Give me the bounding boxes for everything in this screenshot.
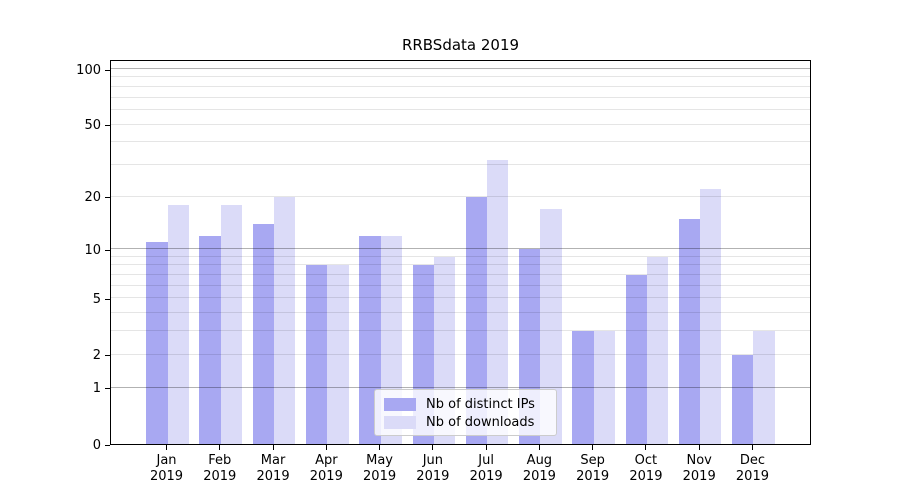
gridline-minor <box>111 353 810 355</box>
x-tick-mark <box>538 445 540 450</box>
gridline-minor <box>111 108 810 110</box>
y-tick-mark <box>105 298 110 300</box>
y-tick-mark <box>105 444 110 446</box>
x-tick-label-feb: Feb 2019 <box>203 453 237 484</box>
plot-area <box>110 60 811 445</box>
bar-downloads-aug <box>540 209 562 444</box>
bar-downloads-oct <box>646 256 669 444</box>
gridline-minor <box>111 76 810 78</box>
legend-swatch-downloads-icon <box>384 415 416 429</box>
bar-ips-apr <box>306 265 328 444</box>
gridline-minor <box>111 195 810 197</box>
bar-downloads-nov <box>700 189 722 444</box>
gridline-minor <box>111 123 810 125</box>
y-tick-label: 100 <box>76 62 101 78</box>
x-tick-mark <box>166 445 168 450</box>
legend-swatch-distinct-ips-icon <box>384 397 416 411</box>
x-tick-label-jun: Jun 2019 <box>416 453 450 484</box>
x-tick-label-nov: Nov 2019 <box>682 453 716 484</box>
x-tick-mark <box>592 445 594 450</box>
gridline-minor <box>111 85 810 87</box>
x-tick-label-jan: Jan 2019 <box>149 453 184 484</box>
y-tick-label: 2 <box>92 348 101 364</box>
gridline-minor <box>111 312 810 314</box>
bar-downloads-feb <box>220 204 243 444</box>
x-tick-label-jul: Jul 2019 <box>469 453 503 484</box>
y-tick-label: 50 <box>84 118 101 134</box>
y-tick-mark <box>105 125 110 127</box>
bar-ips-nov <box>678 218 701 444</box>
legend: Nb of distinct IPs Nb of downloads <box>374 389 557 436</box>
chart-title: RRBSdata 2019 <box>401 36 520 54</box>
bar-ips-sep <box>572 331 594 444</box>
y-tick-label: 5 <box>92 291 101 307</box>
bar-ips-jan <box>146 242 168 444</box>
gridline-minor <box>111 141 810 143</box>
legend-label-distinct-ips: Nb of distinct IPs <box>426 396 535 412</box>
bar-ips-mar <box>252 223 275 444</box>
gridline-minor <box>111 297 810 299</box>
x-tick-label-may: May 2019 <box>363 453 397 484</box>
x-tick-label-sep: Sep 2019 <box>576 453 610 484</box>
y-tick-label: 10 <box>84 242 101 258</box>
x-tick-label-dec: Dec 2019 <box>735 453 769 484</box>
legend-item-distinct-ips: Nb of distinct IPs <box>384 396 547 412</box>
y-tick-mark <box>105 355 110 357</box>
x-tick-mark <box>698 445 700 450</box>
x-tick-mark <box>272 445 274 450</box>
gridline-major <box>111 68 810 70</box>
bar-downloads-sep <box>593 331 615 444</box>
bar-downloads-jan <box>167 204 189 444</box>
y-tick-label: 20 <box>84 190 101 206</box>
x-tick-label-mar: Mar 2019 <box>256 453 290 484</box>
x-tick-mark <box>751 445 753 450</box>
bar-downloads-jul <box>487 159 509 444</box>
x-tick-label-aug: Aug 2019 <box>522 453 556 484</box>
x-tick-mark <box>219 445 221 450</box>
bar-ips-feb <box>199 235 221 444</box>
bar-ips-oct <box>625 275 647 444</box>
gridline-minor <box>111 163 810 165</box>
y-tick-mark <box>105 249 110 251</box>
x-tick-mark <box>485 445 487 450</box>
legend-item-downloads: Nb of downloads <box>384 414 547 430</box>
bar-downloads-dec <box>753 331 775 444</box>
gridline-minor <box>111 274 810 276</box>
bar-downloads-apr <box>327 265 349 444</box>
x-tick-mark <box>432 445 434 450</box>
y-tick-mark <box>105 69 110 71</box>
gridline-major <box>111 248 810 250</box>
legend-label-downloads: Nb of downloads <box>426 414 535 430</box>
gridline-minor <box>111 330 810 332</box>
y-tick-label: 1 <box>92 381 101 397</box>
y-tick-mark <box>105 197 110 199</box>
gridline-major <box>111 386 810 388</box>
bar-ips-dec <box>732 354 754 444</box>
gridline-minor <box>111 284 810 286</box>
x-tick-label-oct: Oct 2019 <box>629 453 663 484</box>
y-tick-label: 0 <box>92 437 101 453</box>
y-tick-mark <box>105 388 110 390</box>
x-tick-mark <box>645 445 647 450</box>
bar-ips-jul <box>465 196 488 444</box>
x-tick-mark <box>325 445 327 450</box>
x-tick-mark <box>379 445 381 450</box>
x-tick-label-apr: Apr 2019 <box>309 453 343 484</box>
gridline-minor <box>111 255 810 257</box>
gridline-minor <box>111 96 810 98</box>
gridline-minor <box>111 264 810 266</box>
bar-downloads-mar <box>274 196 296 444</box>
